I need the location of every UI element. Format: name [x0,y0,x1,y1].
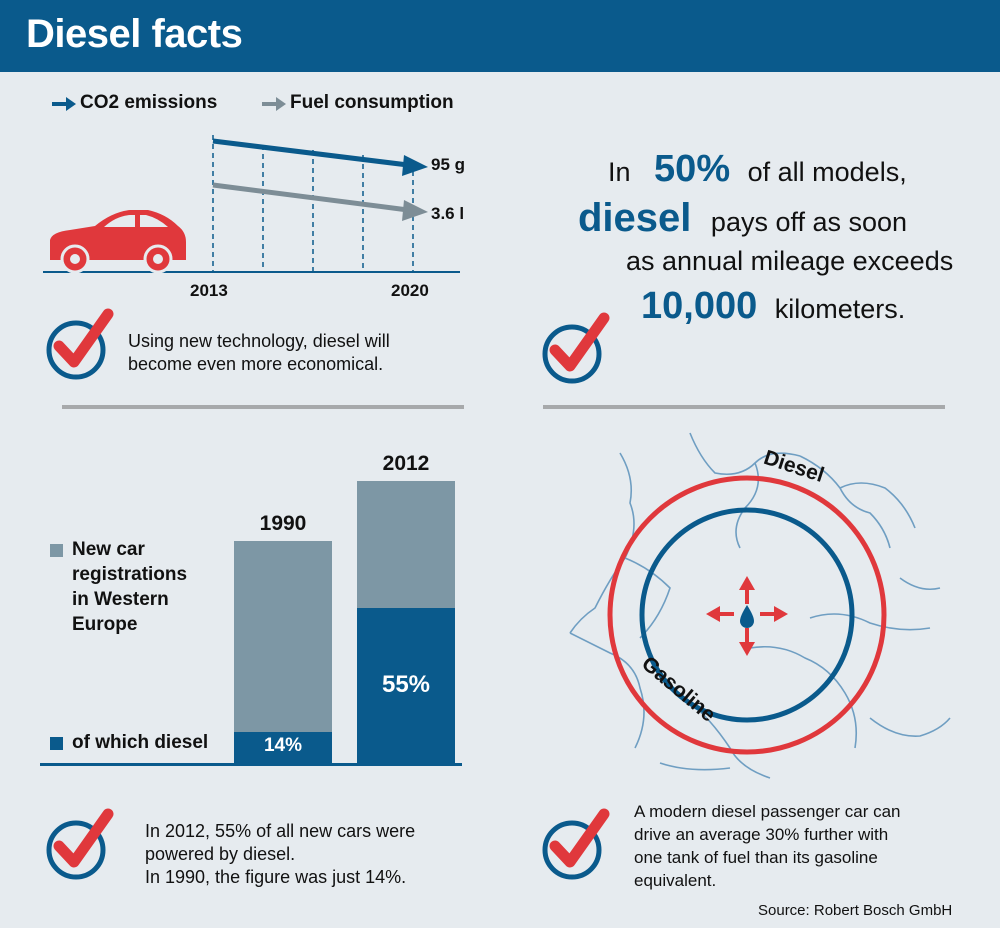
bar-total-1990 [234,541,332,763]
co2-legend-label: CO2 emissions [80,92,218,113]
car-icon [50,210,186,274]
fuel-drop-icon [740,605,754,628]
bar-year-label: 2012 [382,452,430,475]
mileage-line-1: In 50% of all models, [608,148,907,191]
diesel-range-circle [607,475,887,755]
economy-note-line: become even more economical. [128,354,384,374]
diesel-legend-swatch [50,737,63,750]
total-legend-line: Europe [72,614,138,635]
economy-note: Using new technology, diesel will become… [128,330,390,376]
mileage-text: pays off as soon [710,207,908,237]
diesel-legend-label: of which diesel [72,732,209,753]
mileage-line-2: diesel pays off as soon [578,196,907,241]
bar-year-label: 1990 [259,512,307,535]
range-note: A modern diesel passenger car can drive … [634,800,901,892]
bar-data-label: 55% [381,671,431,699]
mileage-kilometers: 10,000 [641,285,758,327]
range-note-line: equivalent. [634,871,717,890]
co2-legend-arrow-icon [52,97,76,111]
total-legend-label: New car registrations in Western Europe [72,537,187,637]
fuel-legend-arrow-icon [262,97,286,111]
co2-arrowhead-icon [402,155,428,176]
mileage-percent: 50% [654,148,731,190]
checkmark-icon [46,308,114,380]
economy-note-line: Using new technology, diesel will [128,331,390,351]
registrations-note-line: powered by diesel. [145,844,296,864]
registrations-note: In 2012, 55% of all new cars were powere… [145,820,415,889]
checkmark-icon [46,808,114,880]
bar-diesel-2012 [357,607,455,763]
expand-arrows-icon [706,576,788,656]
river-map-lines [569,432,951,779]
mileage-text: kilometers. [774,294,906,324]
bar-data-label: 14% [263,734,303,756]
emissions-chart [43,135,460,274]
range-note-line: drive an average 30% further with [634,825,889,844]
checkmark-icon [542,808,610,880]
mileage-text: In [608,157,631,187]
mileage-text: of all models, [747,157,907,187]
fuel-arrowhead-icon [402,200,428,221]
bar-chart-baseline [40,763,462,766]
fuel-legend-label: Fuel consumption [290,92,454,113]
gasoline-range-circle [639,507,855,723]
co2-value-label: 95 g [431,155,466,174]
year-end-label: 2020 [391,281,429,300]
source-credit: Source: Robert Bosch GmbH [758,902,953,919]
separator [543,405,945,409]
mileage-diesel-word: diesel [578,196,692,240]
fuel-value-label: 3.6 l [431,204,465,223]
header-bar [0,0,1000,72]
registrations-note-line: In 1990, the figure was just 14%. [145,867,407,887]
mileage-line-4: 10,000 kilometers. [641,285,905,328]
registrations-chart: 14% 1990 55% 2012 [0,0,500,770]
page-title: Diesel facts [26,12,243,56]
total-legend-swatch [50,544,63,557]
total-legend-line: registrations [72,564,188,585]
fuel-trend-line [212,182,409,213]
bar-diesel-1990 [234,731,332,763]
total-legend-line: New car [72,539,145,560]
year-start-label: 2013 [190,281,228,300]
range-diagram [569,432,951,779]
registrations-note-line: In 2012, 55% of all new cars were [145,821,416,841]
checkmark-icon [542,312,610,384]
co2-trend-line [212,138,409,168]
mileage-line-3: as annual mileage exceeds [626,246,954,276]
range-note-line: one tank of fuel than its gasoline [634,848,878,867]
separator [62,405,464,409]
range-note-line: A modern diesel passenger car can [634,802,901,821]
total-legend-line: in Western [72,589,169,610]
